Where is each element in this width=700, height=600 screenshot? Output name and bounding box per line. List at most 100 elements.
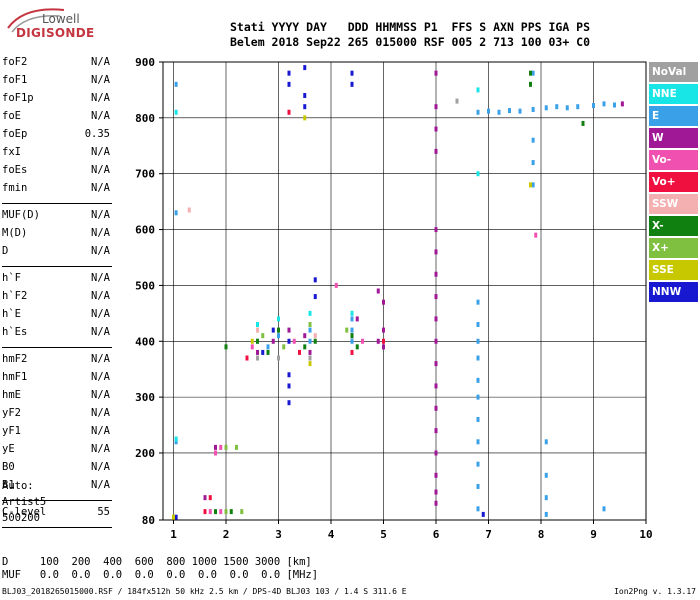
param-name: yF1: [2, 425, 21, 437]
param-value: 0.35: [84, 128, 110, 140]
data-point-x: [303, 344, 307, 350]
data-point-x: [266, 349, 270, 355]
data-point-vo: [361, 338, 364, 344]
param-row-clevel: C-level 55: [2, 506, 112, 524]
x-tick-label: 8: [538, 528, 545, 541]
y-tick-label: 700: [135, 168, 155, 181]
data-point-e: [476, 109, 480, 115]
x-tick-label: 6: [433, 528, 440, 541]
data-point-vo: [534, 232, 538, 238]
data-point-e: [476, 355, 480, 361]
plot-frame: [162, 61, 647, 521]
data-point-nne: [256, 322, 259, 328]
data-point-w: [287, 327, 291, 333]
autoscaling-info: Auto: Artist5 500200: [2, 478, 46, 526]
x-tick-label: 5: [380, 528, 387, 541]
data-point-e: [476, 338, 480, 344]
param-value: N/A: [91, 272, 110, 284]
x-tick-label: 1: [170, 528, 177, 541]
data-point-e: [602, 506, 606, 512]
param-name: foF1p: [2, 92, 34, 104]
data-point-x: [313, 338, 317, 344]
data-point-e: [544, 511, 548, 517]
data-point-nne: [476, 171, 480, 177]
data-point-sse: [308, 361, 312, 367]
param-name: C-level: [2, 506, 47, 518]
param-name: fmin: [2, 182, 28, 194]
data-point-x: [256, 338, 259, 344]
header-values: Belem 2018 Sep22 265 015000 RSF 005 2 71…: [230, 35, 591, 49]
data-point-e: [476, 322, 480, 328]
data-point-w: [434, 472, 438, 478]
data-point-e: [350, 338, 354, 344]
y-tick-label: 800: [135, 112, 155, 125]
data-point-e: [531, 137, 535, 143]
data-point-e: [174, 210, 178, 216]
y-tick-label: 80: [142, 514, 155, 527]
data-point-ssw: [187, 207, 191, 213]
data-point-w: [308, 349, 312, 355]
auto-artist: Artist5: [2, 496, 47, 508]
data-point-e: [350, 327, 354, 333]
data-point-e: [497, 109, 501, 115]
distance-row: D 100 200 400 600 800 1000 1500 3000 [km…: [2, 556, 312, 568]
data-point-e: [308, 327, 312, 333]
param-row-yf2: yF2 N/A: [2, 407, 112, 425]
data-point-x: [229, 509, 233, 515]
data-point-w: [434, 383, 438, 389]
data-point-nnw: [287, 338, 291, 344]
param-name: h`Es: [2, 326, 28, 338]
muf-row: MUF 0.0 0.0 0.0 0.0 0.0 0.0 0.0 0.0 [MHz…: [2, 569, 319, 581]
x-tick-label: 3: [275, 528, 282, 541]
data-point-e: [476, 416, 480, 422]
data-point-ssw: [313, 333, 317, 339]
data-point-w: [434, 338, 438, 344]
auto-code: 500200: [2, 512, 40, 524]
data-point-e: [308, 338, 312, 344]
param-divider: [2, 527, 112, 528]
param-value: N/A: [91, 56, 110, 68]
data-point-vo: [245, 355, 249, 361]
param-row-foep: foEp 0.35: [2, 128, 112, 146]
param-row-hmf2: hmF2 N/A: [2, 353, 112, 371]
param-row-md: M(D) N/A: [2, 227, 112, 245]
param-row-ye: yE N/A: [2, 443, 112, 461]
data-point-sse: [172, 514, 175, 520]
data-point-w: [434, 450, 438, 456]
data-point-noval: [277, 355, 280, 361]
data-point-e: [508, 108, 511, 114]
param-value: N/A: [91, 164, 110, 176]
y-tick-label: 400: [135, 335, 155, 348]
data-point-w: [376, 288, 380, 294]
param-row-foe: foE N/A: [2, 110, 112, 128]
data-point-vo: [219, 509, 223, 515]
param-row-fmin: fmin N/A: [2, 182, 112, 200]
legend-item-x: X+: [649, 238, 698, 258]
version-label: Ion2Png v. 1.3.17: [614, 587, 696, 596]
data-point-w: [434, 227, 438, 233]
data-point-noval: [455, 98, 459, 104]
data-point-nne: [476, 87, 480, 93]
data-point-w: [203, 495, 207, 501]
param-row-fof1p: foF1p N/A: [2, 92, 112, 110]
param-name: foF1: [2, 74, 28, 86]
data-point-e: [544, 472, 548, 478]
data-point-w: [434, 70, 438, 76]
data-point-w: [434, 405, 438, 411]
data-point-nnw: [174, 514, 178, 520]
data-point-nnw: [287, 70, 291, 76]
param-value: N/A: [91, 74, 110, 86]
data-point-nnw: [313, 294, 317, 300]
param-value: N/A: [91, 182, 110, 194]
data-point-w: [434, 148, 438, 154]
param-value: N/A: [91, 407, 110, 419]
parameter-panel: foF2 N/A foF1 N/A foF1p N/A foE N/A foEp 0.35 fxI N…: [2, 56, 112, 533]
data-point-w: [434, 316, 438, 322]
x-tick-label: 7: [485, 528, 492, 541]
param-row-b1: B1 N/A: [2, 479, 112, 497]
param-value: N/A: [91, 245, 110, 257]
data-point-sse: [250, 338, 254, 344]
data-point-x: [350, 333, 354, 339]
legend-item-ssw: SSW: [649, 194, 698, 214]
data-point-vo: [250, 344, 254, 350]
